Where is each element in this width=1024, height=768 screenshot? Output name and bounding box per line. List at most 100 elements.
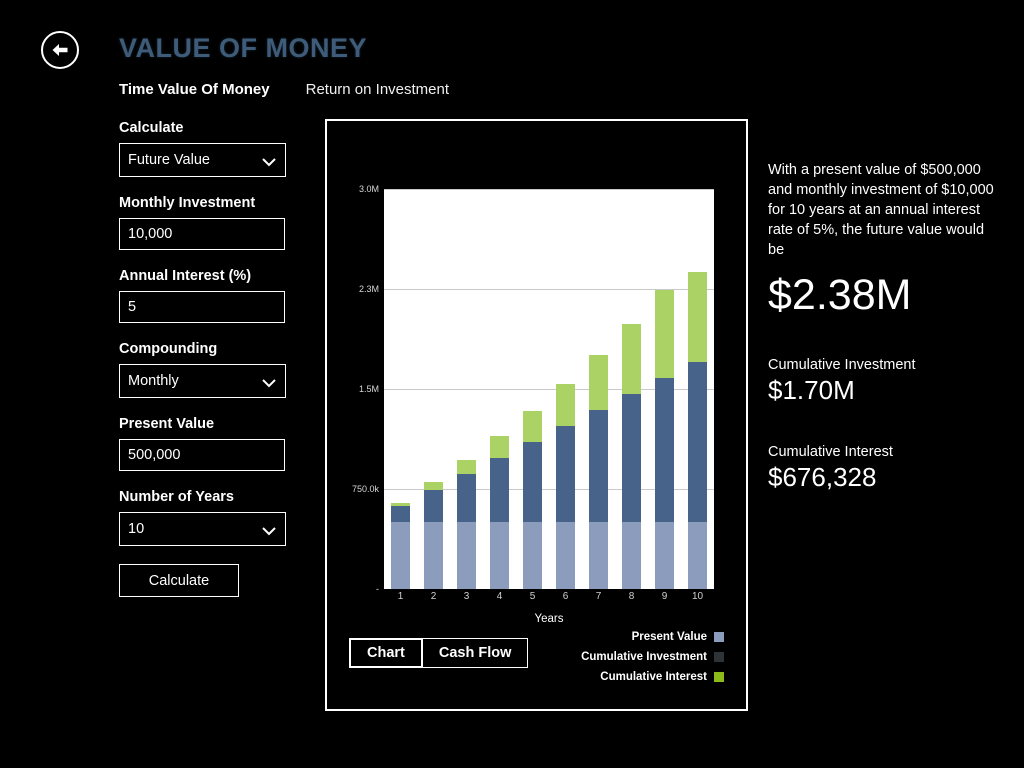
summary-description: With a present value of $500,000 and mon… [768,162,994,258]
tab-return-on-investment[interactable]: Return on Investment [305,81,450,98]
bar-stack [391,502,410,589]
bar-segment-cumulative-investment [391,506,410,523]
select-compounding-value: Monthly [128,372,179,389]
back-button[interactable] [41,31,79,69]
x-axis-tick-label: 10 [691,591,704,602]
gridline [384,489,714,490]
bar-stack [424,481,443,589]
label-compounding: Compounding [119,341,218,357]
cumulative-investment-block: Cumulative Investment $1.70M [768,357,1000,404]
y-axis-tick-label: 3.0M [358,184,379,194]
cumulative-interest-value: $676,328 [768,462,877,493]
bar-stack [556,383,575,589]
label-monthly-investment: Monthly Investment [119,195,256,211]
chevron-down-icon [261,376,277,388]
select-calculate-value: Future Value [128,151,210,168]
bar-column [648,189,681,589]
bar-segment-present-value [622,522,641,589]
select-compounding[interactable]: Monthly [119,364,286,398]
bar-segment-cumulative-interest [424,481,443,491]
input-present-value[interactable]: 500,000 [119,439,285,471]
x-axis-tick-label: 8 [628,591,635,602]
bar-column [417,189,450,589]
bar-column [516,189,549,589]
select-calculate[interactable]: Future Value [119,143,286,177]
bar-stack [655,289,674,589]
bar-segment-present-value [391,522,410,589]
input-monthly-investment[interactable]: 10,000 [119,218,285,250]
gridline [384,289,714,290]
bar-segment-cumulative-interest [655,289,674,379]
bar-segment-present-value [655,522,674,589]
y-axis-tick-label: - [376,584,379,594]
bar-segment-cumulative-interest [490,436,509,459]
bar-segment-cumulative-investment [688,362,707,523]
legend-item: Present Value [632,631,724,643]
legend-item-label: Cumulative Interest [600,671,707,683]
bar-segment-present-value [556,522,575,589]
plot-wrapper: 3.0M 2.3M 1.5M 750.0k - [352,184,714,594]
x-axis-tick-label: 2 [430,591,437,602]
bar-segment-cumulative-interest [457,459,476,475]
bar-column [483,189,516,589]
bar-segment-present-value [523,522,542,589]
bar-segment-present-value [457,522,476,589]
bar-segment-cumulative-interest [391,502,410,507]
bar-stack [622,323,641,589]
bar-segment-cumulative-investment [457,474,476,523]
bar-segment-cumulative-interest [556,383,575,427]
page-title: VALUE OF MONEY [119,33,368,63]
bar-segment-cumulative-interest [622,323,641,395]
bar-segment-cumulative-investment [622,394,641,523]
bar-segment-present-value [490,522,509,589]
bar-segment-cumulative-investment [556,426,575,523]
cumulative-investment-value: $1.70M [768,375,855,405]
bar-segment-present-value [589,522,608,589]
cumulative-interest-label: Cumulative Interest [768,444,893,461]
bar-stack [490,436,509,589]
y-axis-tick-label: 2.3M [358,284,379,294]
calculate-button[interactable]: Calculate [119,564,239,597]
chevron-down-icon [261,524,277,536]
field-monthly-investment: Monthly Investment 10,000 [119,195,309,250]
chevron-down-icon [261,155,277,167]
bar-stack [688,272,707,589]
x-axis-tick-label: 9 [661,591,668,602]
input-annual-interest[interactable]: 5 [119,291,285,323]
bar-segment-present-value [688,522,707,589]
x-axis-tick-label: 4 [496,591,503,602]
bar-segment-cumulative-interest [589,354,608,411]
gridline [384,189,714,190]
bar-stack [523,410,542,589]
back-arrow-icon [50,42,70,58]
label-annual-interest: Annual Interest (%) [119,268,252,284]
cumulative-interest-block: Cumulative Interest $676,328 [768,444,1000,491]
bar-stack [589,354,608,589]
view-toggle: Chart Cash Flow [349,638,529,668]
field-present-value: Present Value 500,000 [119,416,309,471]
field-annual-interest: Annual Interest (%) 5 [119,268,309,323]
calculator-form: Calculate Future Value Monthly Investmen… [119,120,309,597]
tab-time-value-of-money[interactable]: Time Value Of Money [119,81,270,98]
bar-column [549,189,582,589]
legend-item: Cumulative Interest [600,671,724,683]
x-axis-tick-label: 5 [529,591,536,602]
label-present-value: Present Value [119,416,215,432]
bar-segment-cumulative-interest [688,272,707,363]
select-number-of-years[interactable]: 10 [119,512,286,546]
toggle-cash-flow-button[interactable]: Cash Flow [422,638,529,668]
toggle-chart-button[interactable]: Chart [349,638,423,668]
x-axis-ticks: 1 2 3 4 5 6 7 8 9 10 [384,591,714,602]
bar-series [384,189,714,589]
bar-segment-cumulative-interest [523,410,542,443]
bar-segment-cumulative-investment [523,442,542,523]
y-axis-tick-label: 750.0k [351,484,379,494]
x-axis-tick-label: 3 [463,591,470,602]
legend-item-label: Present Value [631,631,707,643]
bar-segment-cumulative-investment [655,378,674,523]
x-axis-title: Years [534,613,564,625]
bar-segment-cumulative-investment [589,410,608,523]
y-axis-tick-label: 1.5M [358,384,379,394]
bar-segment-cumulative-investment [490,458,509,523]
field-number-of-years: Number of Years 10 [119,489,309,546]
